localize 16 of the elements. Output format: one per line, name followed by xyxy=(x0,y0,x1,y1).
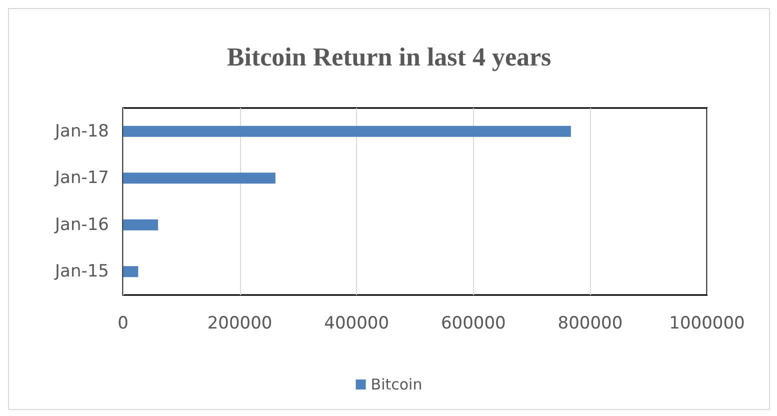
bar xyxy=(123,219,158,230)
x-tick-label: 1000000 xyxy=(669,314,745,334)
bar xyxy=(123,266,138,278)
legend-label: Bitcoin xyxy=(370,376,422,394)
y-tick-label: Jan-17 xyxy=(54,168,109,188)
bar xyxy=(123,172,276,184)
x-tick-label: 0 xyxy=(118,314,128,334)
x-tick-label: 800000 xyxy=(558,314,623,334)
chart-title: Bitcoin Return in last 4 years xyxy=(226,42,552,72)
y-tick-label: Jan-18 xyxy=(54,121,109,142)
y-tick-label: Jan-15 xyxy=(54,262,109,282)
x-tick-label: 600000 xyxy=(440,314,506,334)
x-tick-label: 400000 xyxy=(324,314,390,334)
bar xyxy=(123,126,571,137)
y-tick-label: Jan-16 xyxy=(54,214,109,235)
x-tick-label: 200000 xyxy=(207,314,272,334)
